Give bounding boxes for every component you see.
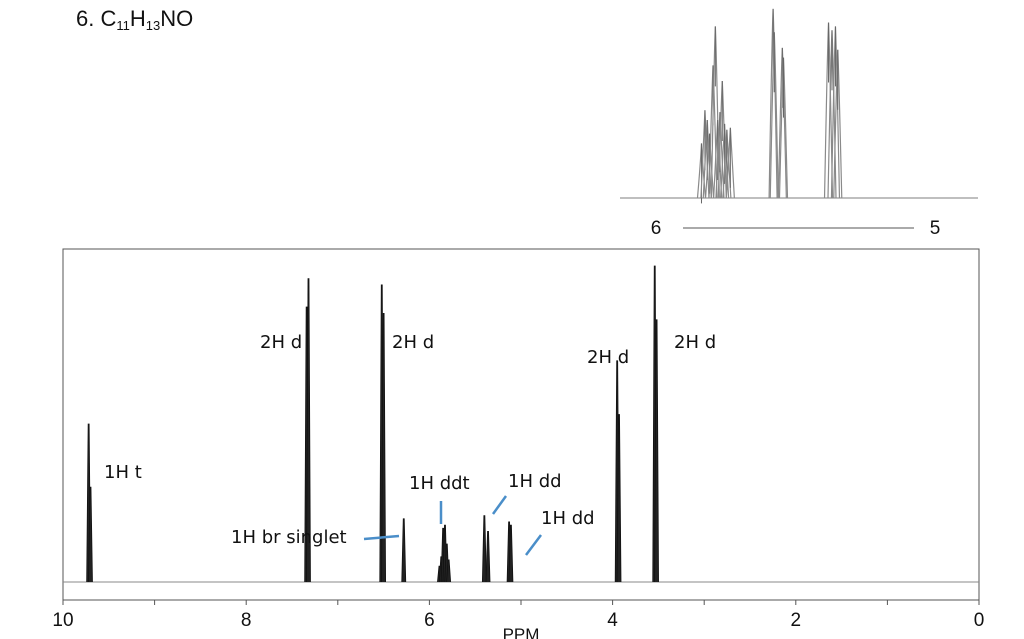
peak-annotation-dd2: 1H dd	[541, 508, 595, 529]
peak-annotation-d2: 2H d	[392, 332, 434, 353]
x-tick-label: 0	[974, 610, 985, 631]
annotation-pointer-dd1	[491, 495, 508, 515]
spectrum-peak	[306, 278, 311, 583]
x-axis: 10 8 6 4 2 0	[52, 600, 984, 631]
spectrum-peak	[485, 531, 491, 583]
inset-peaks-group	[696, 8, 843, 204]
spectrum-peak	[381, 313, 386, 583]
peak-annotation-d1: 2H d	[260, 332, 302, 353]
annotation-pointer-brs	[363, 534, 400, 541]
x-tick-label: 4	[607, 610, 618, 631]
x-tick-label: 6	[424, 610, 435, 631]
annotations-group: 1H t 2H d 2H d 1H br singlet 1H ddt 1H dd 1H d…	[104, 332, 716, 556]
x-tick-label: 10	[52, 610, 73, 631]
spectrum-peak	[446, 559, 452, 583]
spectrum-peak	[401, 518, 407, 583]
x-tick-label: 2	[791, 610, 802, 631]
spectrum-peak	[616, 414, 622, 583]
plot-frame	[62, 248, 980, 601]
inset-tick-label: 6	[651, 218, 662, 239]
annotation-pointer-dd2	[525, 534, 542, 556]
peak-annotation-d3: 2H d	[587, 347, 629, 368]
inset-tick-label: 5	[930, 218, 941, 239]
peak-annotation-t1: 1H t	[104, 462, 142, 483]
peak-annotation-d4: 2H d	[674, 332, 716, 353]
spectrum-peak	[508, 524, 514, 583]
chart-title: 6. C11H13NO	[76, 6, 194, 33]
x-tick-label: 8	[241, 610, 252, 631]
spectrum-peak	[654, 319, 659, 583]
spectrum-peak	[481, 515, 487, 583]
peak-annotation-ddt: 1H ddt	[409, 473, 470, 494]
main-peaks-group	[86, 265, 659, 583]
x-axis-label: PPM	[503, 625, 540, 639]
peak-annotation-dd1: 1H dd	[508, 471, 562, 492]
peak-annotation-brs: 1H br singlet	[231, 527, 347, 548]
spectrum-peak	[88, 486, 93, 583]
